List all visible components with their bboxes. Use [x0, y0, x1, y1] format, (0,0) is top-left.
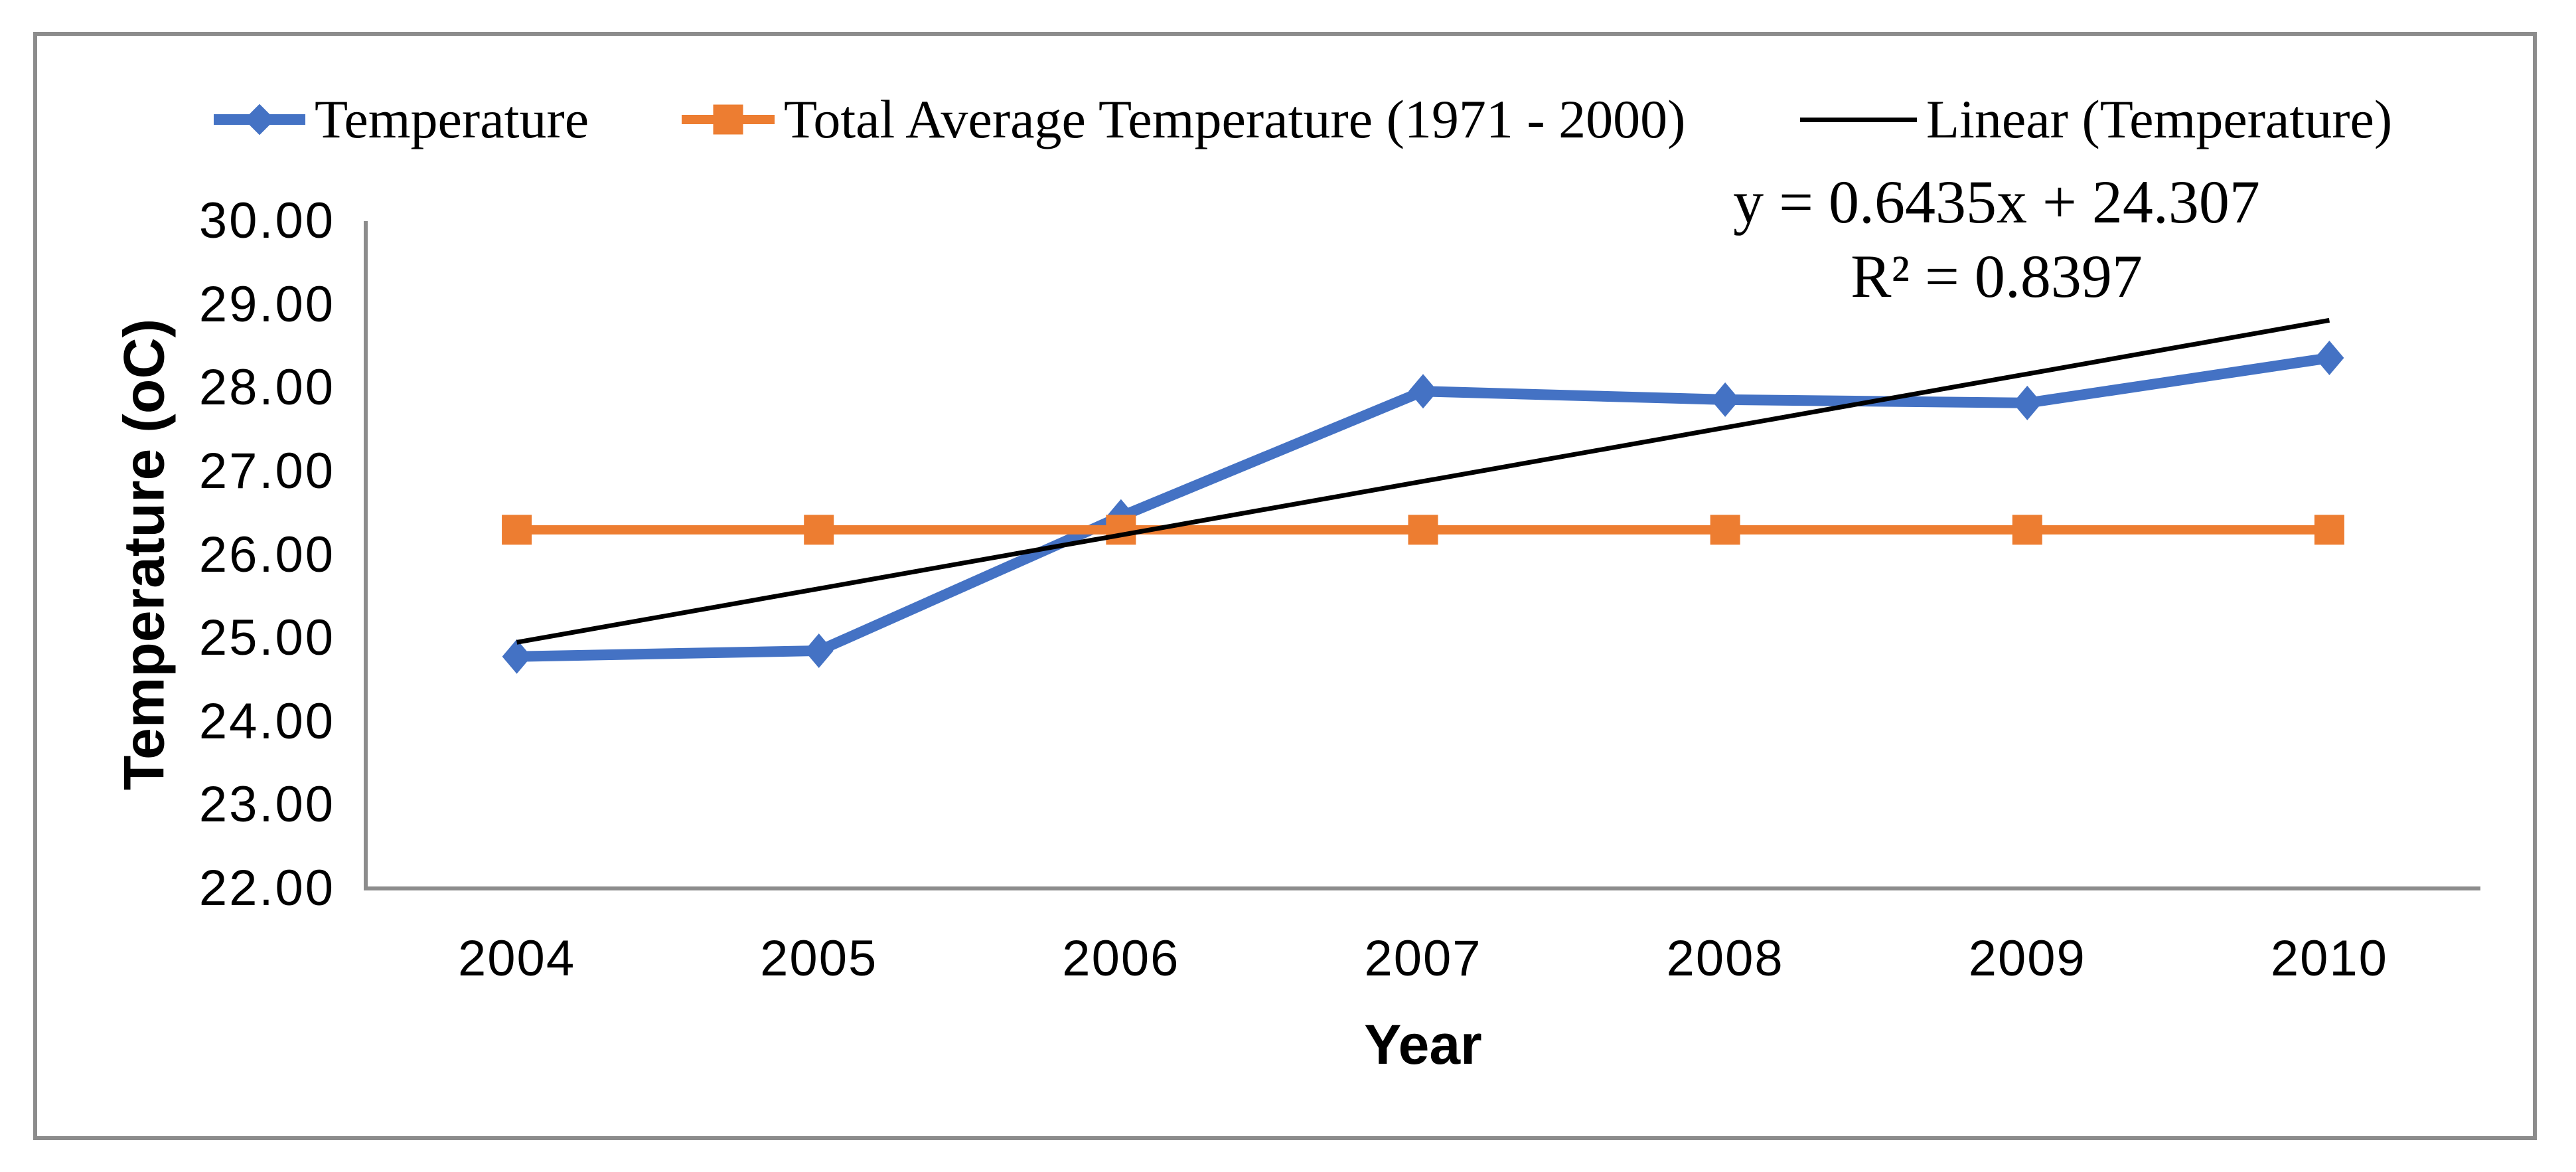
y-tick-label-23.00: 23.00: [198, 776, 335, 833]
average-data-point-2006: [1106, 515, 1136, 545]
x-tick-label-2004: 2004: [458, 930, 576, 987]
average-data-point-2007: [1408, 515, 1438, 545]
average-data-point-2009: [2012, 515, 2042, 545]
x-tick-label-2005: 2005: [760, 930, 878, 987]
x-tick-label-2007: 2007: [1364, 930, 1482, 987]
temperature-data-point-2008: [1710, 382, 1740, 417]
legend-label-temperature: Temperature: [315, 89, 589, 149]
legend-item-linear: Linear (Temperature): [1800, 84, 2392, 155]
linear-trendline: [516, 317, 2330, 645]
temperature-data-point-2010: [2314, 341, 2344, 376]
x-tick-label-2009: 2009: [1968, 930, 2086, 987]
legend-item-total-average: Total Average Temperature (1971 - 2000): [682, 84, 1686, 155]
temperature-data-point-2009: [2012, 385, 2042, 420]
average-data-point-2008: [1710, 515, 1740, 545]
temperature-data-point-2007: [1408, 374, 1438, 409]
y-tick-label-28.00: 28.00: [198, 359, 335, 416]
trendline-equation-text: y = 0.6435x + 24.307: [1733, 168, 2260, 236]
legend-item-temperature: Temperature: [214, 84, 589, 155]
x-tick-label-2008: 2008: [1666, 930, 1784, 987]
y-tick-label-25.00: 25.00: [198, 610, 335, 667]
y-tick-label-27.00: 27.00: [198, 442, 335, 499]
legend-label-linear: Linear (Temperature): [1926, 89, 2393, 149]
temperature-line-diamond-icon: [214, 104, 305, 135]
average-data-point-2010: [2314, 515, 2344, 545]
y-tick-label-29.00: 29.00: [198, 276, 335, 333]
average-data-point-2005: [804, 515, 834, 545]
y-tick-label-30.00: 30.00: [198, 193, 335, 249]
temperature-data-point-2004: [502, 639, 532, 674]
x-tick-label-2006: 2006: [1062, 930, 1180, 987]
average-line-square-icon: [682, 104, 775, 135]
y-tick-label-26.00: 26.00: [198, 526, 335, 583]
square-marker-icon: [713, 104, 743, 135]
trendline-annotation: y = 0.6435x + 24.307 R² = 0.8397: [1685, 165, 2309, 313]
trendline-r-squared-text: R² = 0.8397: [1851, 242, 2143, 310]
average-data-point-2004: [502, 515, 532, 545]
chart-border-frame: [33, 32, 2537, 1140]
legend-label-total-average: Total Average Temperature (1971 - 2000): [784, 89, 1686, 149]
x-axis-title: Year: [1364, 1013, 1482, 1076]
trendline-line-icon: [1800, 117, 1917, 122]
x-tick-label-2010: 2010: [2270, 930, 2388, 987]
y-tick-label-24.00: 24.00: [198, 693, 335, 750]
y-tick-label-22.00: 22.00: [198, 860, 335, 916]
temperature-data-point-2005: [804, 633, 834, 668]
diamond-marker-icon: [244, 104, 275, 135]
